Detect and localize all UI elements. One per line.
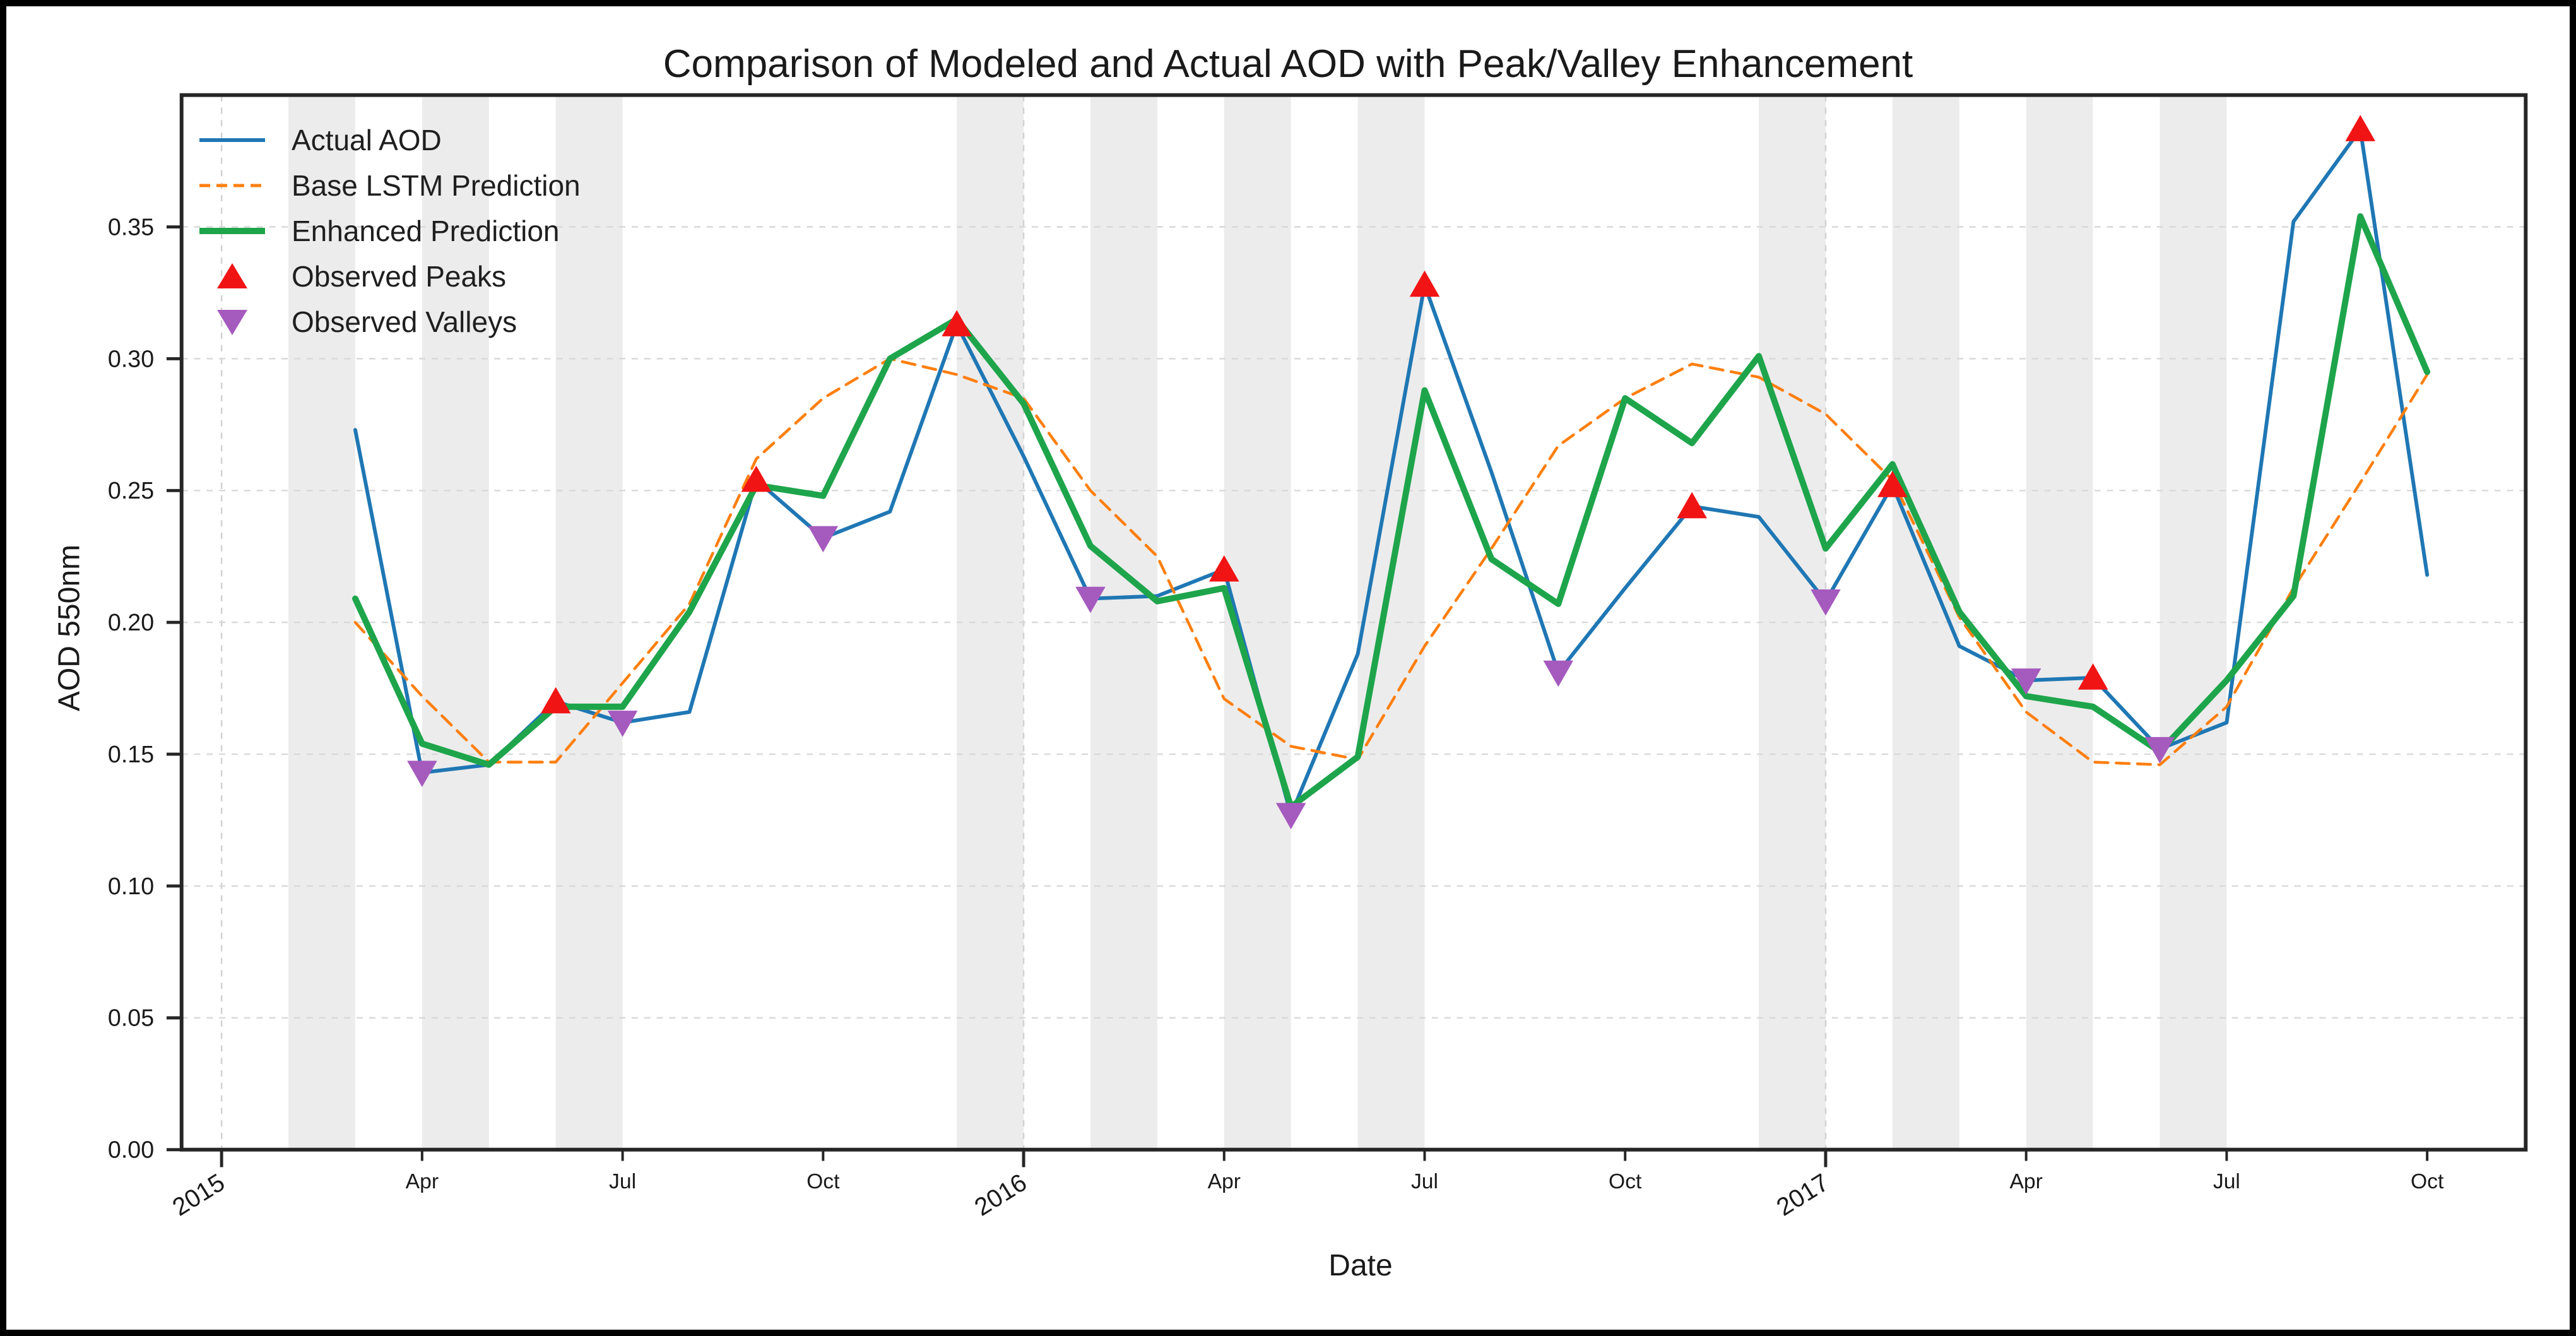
valley-marker: [1275, 803, 1306, 829]
legend-label: Actual AOD: [292, 124, 442, 157]
y-tick-label: 0.20: [108, 609, 154, 635]
valley-marker: [2144, 736, 2175, 764]
legend-label: Base LSTM Prediction: [292, 169, 581, 202]
legend-item: Enhanced Prediction: [196, 208, 581, 254]
x-month-tick-label: Apr: [2009, 1170, 2042, 1193]
x-month-tick-label: Oct: [806, 1170, 840, 1193]
y-tick-label: 0.10: [108, 873, 154, 899]
peak-marker: [942, 310, 972, 336]
x-year-tick-label: 2015: [168, 1168, 230, 1221]
legend-swatch-triangle-up: [217, 263, 247, 288]
valley-marker: [407, 760, 437, 788]
shaded-month-band: [957, 95, 1024, 1150]
legend-item: Observed Valleys: [196, 299, 581, 345]
x-month-tick-label: Jul: [2213, 1170, 2240, 1193]
shaded-month-band: [1357, 95, 1425, 1150]
legend-swatch-line-dashed: [199, 184, 265, 187]
x-month-tick-label: Oct: [2411, 1170, 2444, 1193]
legend-label: Observed Peaks: [292, 260, 507, 293]
y-tick-label: 0.05: [108, 1005, 154, 1031]
legend: Actual AOD Base LSTM Prediction Enhanced P…: [196, 117, 581, 345]
x-month-tick-label: Jul: [609, 1170, 636, 1193]
valley-marker: [1543, 660, 1574, 687]
series-enhanced-prediction: [352, 213, 2431, 810]
x-year-tick-label: 2017: [1772, 1168, 1834, 1221]
y-axis-label: AOD 550nm: [52, 544, 86, 712]
peak-marker: [2077, 663, 2108, 690]
series-actual-aod: [353, 127, 2430, 817]
chart-title: Comparison of Modeled and Actual AOD wit…: [663, 42, 1913, 86]
x-month-tick-label: Apr: [1208, 1170, 1241, 1193]
y-tick-label: 0.35: [108, 213, 154, 240]
legend-swatch-line-thick: [199, 228, 265, 234]
peak-marker: [1208, 555, 1239, 582]
peak-marker: [1409, 270, 1440, 297]
plot-area: 0.00 0.05 0.10 0.15 0.20 0.25 0.30 0.35 Apr Jul Oc…: [108, 93, 2528, 1221]
y-tick-label: 0.15: [108, 741, 154, 767]
peak-marker: [2345, 115, 2376, 141]
x-month-tick-label: Jul: [1411, 1170, 1438, 1193]
valley-marker: [808, 526, 839, 553]
y-tick-label: 0.00: [108, 1137, 154, 1163]
legend-swatch-triangle-down: [217, 310, 247, 335]
y-tick-label: 0.30: [108, 345, 154, 372]
legend-label: Enhanced Prediction: [292, 215, 560, 247]
legend-swatch-line-solid: [199, 138, 265, 142]
valley-marker: [607, 711, 638, 737]
peak-marker: [1877, 471, 1908, 497]
valley-marker: [1811, 589, 1841, 616]
legend-item: Actual AOD: [196, 117, 581, 163]
legend-item: Base LSTM Prediction: [196, 163, 581, 208]
y-tick-label: 0.25: [108, 477, 154, 504]
shaded-month-band: [1759, 95, 1826, 1150]
peak-marker: [1677, 492, 1707, 519]
peak-marker: [741, 465, 772, 492]
valley-marker: [1075, 586, 1106, 613]
x-month-tick-label: Apr: [406, 1170, 439, 1193]
valley-marker: [2011, 668, 2041, 695]
x-axis-label: Date: [1328, 1249, 1393, 1282]
legend-label: Observed Valleys: [292, 305, 517, 338]
legend-item: Observed Peaks: [196, 254, 581, 299]
peak-marker: [540, 687, 571, 714]
series-base-lstm-prediction: [353, 357, 2429, 767]
x-month-tick-label: Oct: [1609, 1170, 1642, 1193]
x-year-tick-label: 2016: [970, 1168, 1032, 1221]
